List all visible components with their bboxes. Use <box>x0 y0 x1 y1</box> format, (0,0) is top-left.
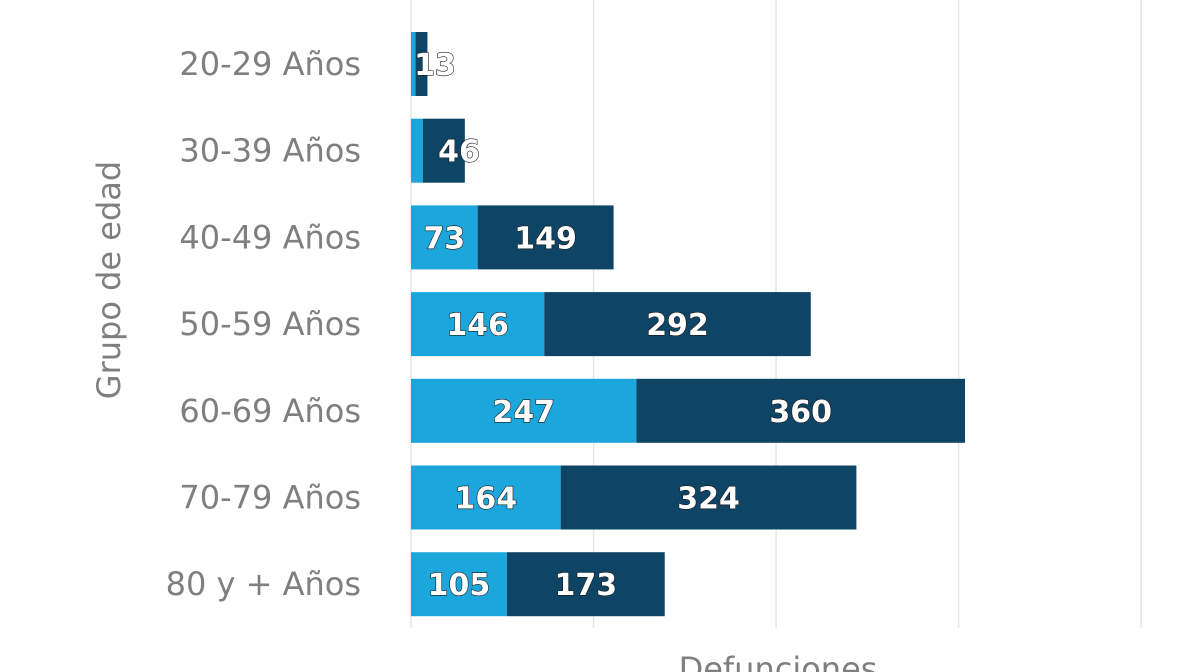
data-label: 292 <box>646 308 709 343</box>
data-labels: 13 46 73 149 146 292 247 360 164 324 105 173 <box>414 47 833 603</box>
bar-segment <box>411 205 478 270</box>
bar-segment <box>411 465 561 530</box>
data-label: 146 <box>446 308 509 343</box>
data-label: 164 <box>455 482 518 517</box>
bars <box>411 32 965 617</box>
category-label: 70-79 Años <box>179 479 361 517</box>
bar-segment <box>411 292 545 357</box>
data-label: 173 <box>554 568 617 603</box>
bar-segment <box>411 552 507 617</box>
data-label: 149 <box>514 221 577 256</box>
data-label: 324 <box>677 482 740 517</box>
category-label: 30-39 Años <box>179 132 361 170</box>
bar-segment <box>422 118 465 183</box>
data-label: 105 <box>428 568 491 603</box>
y-axis-title: Grupo de edad <box>90 161 128 399</box>
bar-segment <box>636 378 965 443</box>
category-labels: 20-29 Años 30-39 Años 40-49 Años 50-59 Años… <box>166 45 361 603</box>
bar-segment <box>415 32 428 96</box>
data-label: 73 <box>423 221 465 256</box>
bar-segment <box>411 118 423 183</box>
data-label: 46 <box>438 135 480 170</box>
bar-segment <box>411 378 637 443</box>
category-label: 60-69 Años <box>179 392 361 430</box>
data-label: 247 <box>492 395 555 430</box>
bar-segment <box>506 552 665 617</box>
bar-segment <box>544 292 811 357</box>
category-label: 80 y + Años <box>166 565 361 603</box>
bar-segment <box>477 205 614 270</box>
bar-segment <box>560 465 857 530</box>
bar-segment <box>411 32 416 96</box>
data-label: 360 <box>769 395 832 430</box>
category-label: 20-29 Años <box>179 45 361 83</box>
category-label: 40-49 Años <box>179 218 361 256</box>
category-label: 50-59 Años <box>179 305 361 343</box>
x-axis-title: Defunciones <box>679 650 878 672</box>
data-label: 13 <box>414 48 456 83</box>
